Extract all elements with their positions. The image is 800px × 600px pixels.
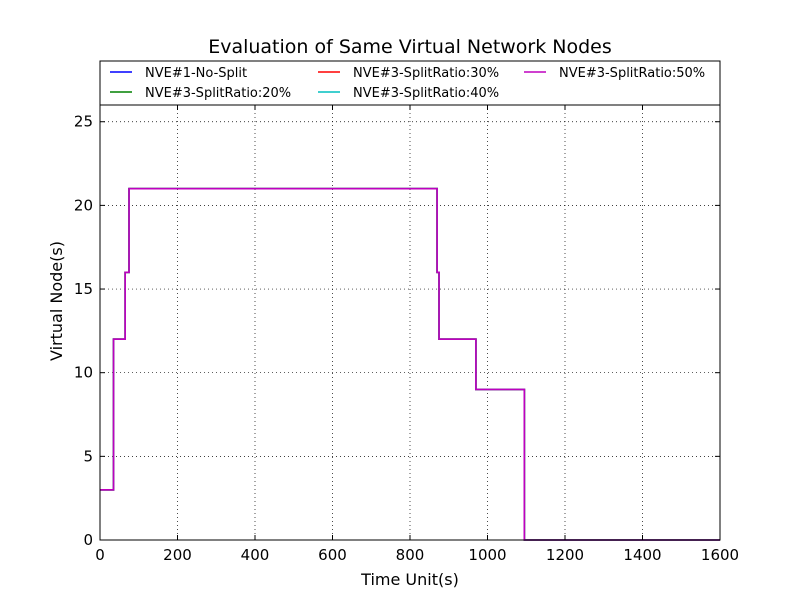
series-layer — [100, 187, 720, 541]
plot-frame — [99, 104, 721, 541]
x-tick-label: 400 — [241, 546, 270, 564]
y-tick-label: 20 — [74, 196, 93, 214]
x-tick-label: 1400 — [623, 546, 661, 564]
x-tick-label: 800 — [396, 546, 425, 564]
x-tick-label: 1600 — [701, 546, 739, 564]
y-tick-label: 0 — [83, 531, 93, 549]
y-tick-label: 10 — [74, 364, 93, 382]
legend-label: NVE#3-SplitRatio:20% — [145, 86, 291, 101]
x-tick-label: 600 — [318, 546, 347, 564]
legend-box — [99, 60, 721, 106]
y-tick-label: 5 — [83, 447, 93, 465]
x-tick-label: 1200 — [546, 546, 584, 564]
x-tick-label: 0 — [95, 546, 105, 564]
legend-label: NVE#3-SplitRatio:30% — [353, 66, 499, 81]
x-tick-label: 200 — [163, 546, 192, 564]
legend: NVE#1-No-Split NVE#3-SplitRatio:20% NVE#3-… — [99, 60, 721, 106]
y-tick-label: 25 — [74, 113, 93, 131]
x-tick-label: 1000 — [468, 546, 506, 564]
chart-title: Evaluation of Same Virtual Network Nodes — [208, 36, 612, 58]
series-line-5 — [100, 187, 720, 541]
x-axis-label: Time Unit(s) — [360, 570, 459, 589]
ticks: 0 200 400 600 800 1000 1200 1400 1600 0 5 10 15 20 25 — [74, 105, 739, 564]
grid — [99, 105, 721, 541]
legend-label: NVE#3-SplitRatio:50% — [559, 66, 705, 81]
legend-label: NVE#1-No-Split — [145, 66, 247, 81]
y-axis-label: Virtual Node(s) — [47, 241, 66, 361]
y-tick-label: 15 — [74, 280, 93, 298]
legend-label: NVE#3-SplitRatio:40% — [353, 86, 499, 101]
